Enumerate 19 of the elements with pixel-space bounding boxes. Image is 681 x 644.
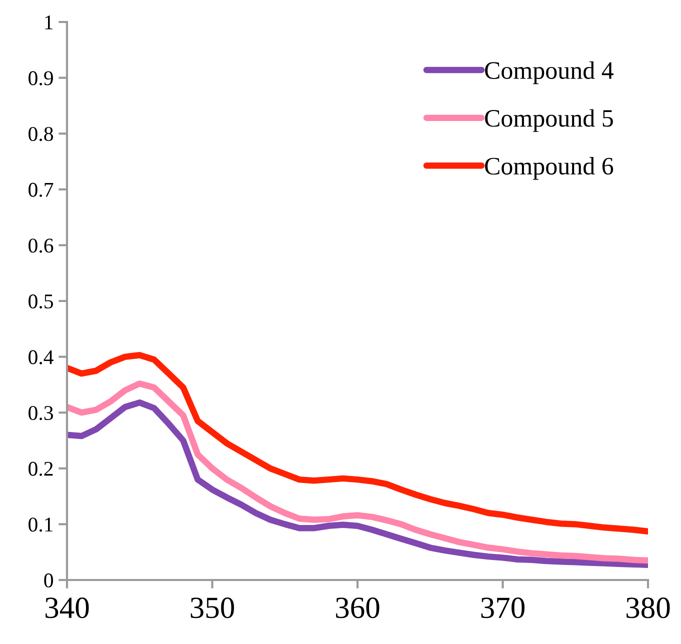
y-tick-label: 0.9 [28, 71, 53, 86]
x-tick-label: 360 [336, 598, 380, 618]
y-tick-label: 0.7 [28, 182, 54, 197]
y-tick-label: 1 [45, 15, 53, 30]
y-tick-label: 0.8 [28, 126, 54, 142]
y-tick-label: 0.4 [28, 350, 54, 364]
y-tick-label: 0.2 [28, 462, 53, 476]
y-tick-label: 0.3 [28, 406, 53, 420]
x-tick-label: 340 [46, 598, 89, 618]
x-tick-label: 370 [481, 598, 524, 618]
legend-label: Compound 5 [485, 109, 613, 132]
y-tick-label: 0.6 [28, 238, 54, 253]
y-tick-label: 0 [44, 573, 54, 588]
x-tick-label: 380 [626, 598, 670, 618]
legend-label: Compound 6 [485, 157, 614, 180]
x-tick-label: 350 [190, 598, 234, 618]
legend-label: Compound 4 [485, 61, 614, 84]
y-tick-label: 0.1 [28, 518, 53, 532]
y-tick-label: 0.5 [28, 294, 53, 309]
